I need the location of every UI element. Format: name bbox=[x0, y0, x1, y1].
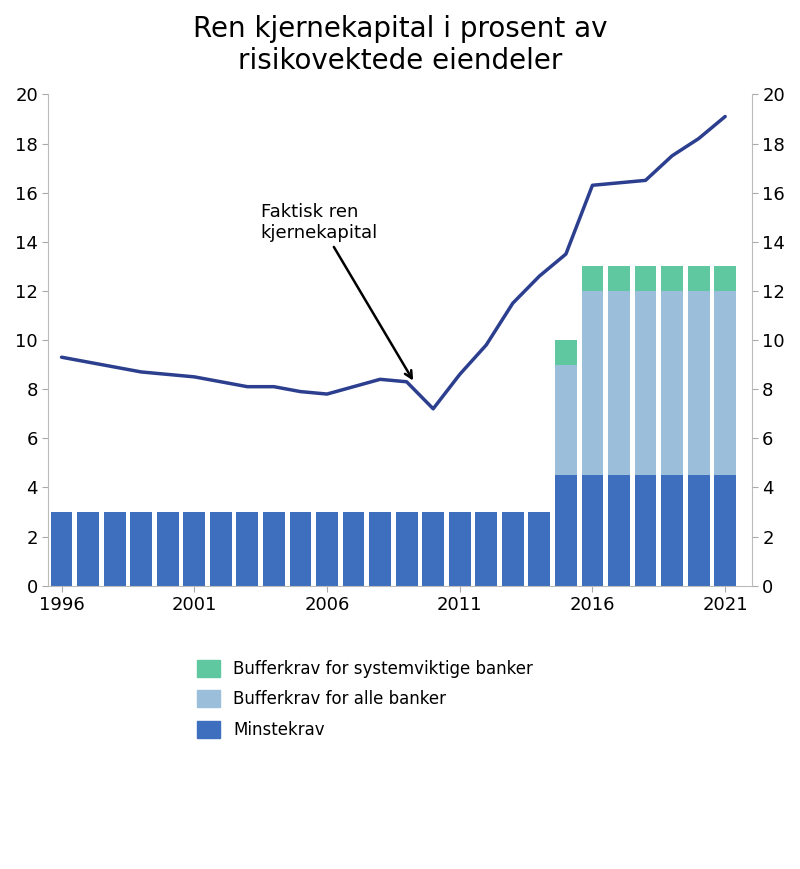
Text: Faktisk ren
kjernekapital: Faktisk ren kjernekapital bbox=[261, 203, 412, 378]
Bar bbox=[130, 512, 152, 586]
Bar bbox=[608, 266, 630, 291]
Bar bbox=[688, 291, 710, 475]
Bar bbox=[608, 291, 630, 475]
Bar bbox=[78, 512, 99, 586]
Bar bbox=[582, 291, 603, 475]
Bar bbox=[263, 512, 285, 586]
Bar bbox=[342, 512, 365, 586]
Bar bbox=[396, 512, 418, 586]
Bar bbox=[714, 291, 736, 475]
Bar bbox=[661, 266, 683, 291]
Bar bbox=[475, 512, 497, 586]
Bar bbox=[237, 512, 258, 586]
Bar bbox=[422, 512, 444, 586]
Bar bbox=[608, 475, 630, 586]
Bar bbox=[555, 340, 577, 365]
Bar bbox=[688, 475, 710, 586]
Bar bbox=[582, 266, 603, 291]
Bar bbox=[634, 266, 657, 291]
Bar bbox=[529, 512, 550, 586]
Bar bbox=[104, 512, 126, 586]
Bar bbox=[555, 475, 577, 586]
Bar bbox=[370, 512, 391, 586]
Bar bbox=[50, 512, 73, 586]
Bar bbox=[714, 475, 736, 586]
Bar bbox=[290, 512, 311, 586]
Bar bbox=[661, 291, 683, 475]
Bar bbox=[688, 266, 710, 291]
Bar bbox=[634, 475, 657, 586]
Title: Ren kjernekapital i prosent av
risikovektede eiendeler: Ren kjernekapital i prosent av risikovek… bbox=[193, 15, 607, 76]
Bar bbox=[449, 512, 470, 586]
Bar bbox=[661, 475, 683, 586]
Bar bbox=[183, 512, 205, 586]
Bar bbox=[714, 266, 736, 291]
Bar bbox=[582, 475, 603, 586]
Bar bbox=[502, 512, 524, 586]
Legend: Bufferkrav for systemviktige banker, Bufferkrav for alle banker, Minstekrav: Bufferkrav for systemviktige banker, Buf… bbox=[190, 653, 540, 746]
Bar bbox=[157, 512, 178, 586]
Bar bbox=[634, 291, 657, 475]
Bar bbox=[316, 512, 338, 586]
Bar bbox=[210, 512, 232, 586]
Bar bbox=[555, 365, 577, 475]
